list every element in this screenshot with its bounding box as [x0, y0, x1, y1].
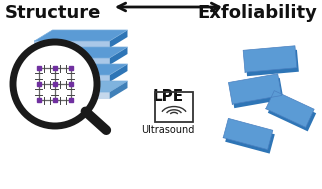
Bar — [37, 82, 41, 86]
Bar — [155, 92, 193, 122]
Polygon shape — [225, 122, 275, 154]
Polygon shape — [34, 41, 109, 48]
Polygon shape — [34, 81, 128, 92]
Polygon shape — [109, 30, 128, 48]
Text: LPE: LPE — [152, 89, 184, 104]
Polygon shape — [109, 64, 128, 82]
Polygon shape — [229, 74, 281, 104]
Bar — [37, 66, 41, 70]
Bar — [53, 66, 57, 70]
Polygon shape — [109, 81, 128, 99]
Bar — [69, 66, 73, 70]
Polygon shape — [223, 118, 273, 150]
Text: Ultrasound: Ultrasound — [141, 125, 195, 135]
Bar — [53, 82, 57, 86]
Bar — [69, 98, 73, 102]
Polygon shape — [34, 64, 128, 75]
Bar — [69, 82, 73, 86]
Polygon shape — [34, 58, 109, 65]
Polygon shape — [34, 92, 109, 99]
Polygon shape — [34, 75, 109, 82]
Polygon shape — [34, 30, 128, 41]
Bar — [37, 98, 41, 102]
Polygon shape — [268, 95, 316, 131]
Polygon shape — [245, 50, 299, 76]
Polygon shape — [231, 78, 284, 108]
Polygon shape — [109, 47, 128, 65]
Text: Structure: Structure — [5, 4, 101, 22]
Bar — [53, 98, 57, 102]
Polygon shape — [34, 47, 128, 58]
Text: Exfoliability: Exfoliability — [197, 4, 317, 22]
Polygon shape — [266, 91, 314, 127]
Polygon shape — [243, 46, 297, 72]
Circle shape — [13, 42, 97, 126]
